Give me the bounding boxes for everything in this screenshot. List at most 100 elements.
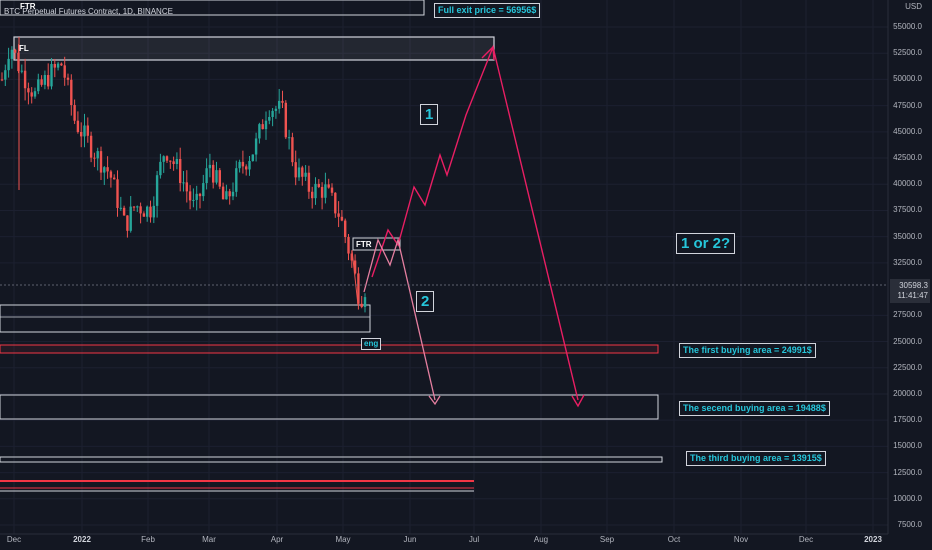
candle-body	[50, 64, 53, 87]
candle-body	[284, 102, 287, 138]
candle-body	[241, 161, 245, 167]
grid-lines	[0, 0, 888, 534]
time-tick: Jul	[468, 535, 480, 544]
candle-body	[245, 166, 248, 170]
candle-body	[274, 108, 278, 111]
ftr-top-zone	[0, 0, 425, 16]
candle-body	[320, 186, 324, 198]
candle-body	[159, 161, 162, 176]
candle-body	[251, 154, 254, 162]
candle-body	[208, 164, 212, 169]
candle-body	[106, 167, 109, 172]
candle-body	[264, 120, 268, 130]
candle-body	[175, 158, 179, 164]
candle-body	[136, 206, 139, 208]
candle-body	[152, 205, 155, 218]
price-tick: 40000.0	[893, 179, 922, 189]
time-tick: Sep	[599, 535, 615, 544]
candle-body	[360, 303, 363, 307]
fl-label: FL	[19, 44, 29, 53]
candle-body	[287, 137, 291, 139]
candle-body	[33, 91, 37, 97]
price-tick: 35000.0	[893, 231, 922, 241]
candle-body	[4, 70, 7, 80]
candle-body	[0, 79, 4, 81]
candle-body	[357, 273, 360, 304]
third-buying-label: The third buying area = 13915$	[686, 451, 826, 466]
candle-body	[162, 156, 165, 162]
candle-body	[205, 168, 208, 184]
candle-body	[66, 77, 70, 80]
second-buying-zone	[0, 394, 659, 420]
candle-body	[14, 49, 17, 53]
candle-body	[132, 206, 136, 208]
candle-body	[89, 135, 93, 158]
price-tick: 42500.0	[893, 153, 922, 163]
time-tick: Oct	[667, 535, 681, 544]
candle-body	[248, 161, 251, 170]
scenario-2-label: 2	[416, 291, 435, 312]
time-tick: Dec	[798, 535, 814, 544]
candle-body	[76, 120, 80, 132]
candle-body	[73, 105, 76, 121]
candle-body	[254, 138, 258, 155]
candle-body	[172, 161, 175, 164]
candle-body	[83, 125, 86, 137]
ftr-mid-zone	[352, 237, 401, 251]
candle-body	[139, 206, 142, 214]
exit-price-label: Full exit price = 56956$	[434, 3, 541, 18]
candle-body	[353, 260, 357, 274]
candle-body	[47, 75, 50, 87]
countdown-value: 11:41:47	[897, 291, 928, 300]
scenario-1-label: 1	[420, 104, 439, 125]
price-tick: 32500.0	[893, 257, 922, 267]
price-tick: 7500.0	[897, 520, 922, 529]
candle-body	[337, 213, 340, 217]
candle-body	[268, 116, 271, 121]
candle-body	[185, 182, 188, 192]
candle-body	[188, 191, 192, 201]
candle-body	[218, 170, 221, 187]
candle-body	[179, 158, 182, 184]
ftr-mid-label: FTR	[356, 240, 372, 249]
candle-body	[146, 206, 149, 217]
candle-body	[324, 184, 327, 198]
eng-label: eng	[361, 338, 382, 350]
candle-body	[215, 170, 218, 183]
price-tick: 22500.0	[893, 362, 922, 372]
candle-body	[350, 253, 353, 261]
candle-body	[37, 79, 40, 92]
candle-body	[165, 156, 169, 161]
candle-body	[347, 237, 350, 254]
scenario-1-path	[371, 44, 579, 401]
candle-body	[60, 63, 63, 66]
candle-body	[53, 64, 56, 68]
arrow-head-down-2	[428, 395, 441, 406]
candle-body	[23, 70, 27, 89]
candle-body	[198, 193, 202, 197]
candle-body	[225, 191, 228, 200]
candle-body	[63, 65, 66, 78]
candle-body	[80, 131, 83, 137]
candle-body	[70, 79, 73, 106]
price-tick: 50000.0	[893, 74, 922, 84]
first-buying-zone	[0, 344, 659, 354]
scenario-paths-layer	[363, 44, 585, 408]
candle-body	[10, 49, 14, 59]
candle-body	[129, 206, 132, 231]
candle-body	[20, 70, 23, 72]
candle-body	[294, 162, 297, 178]
time-tick: Apr	[270, 535, 284, 544]
candles-layer	[0, 37, 367, 313]
candle-body	[221, 186, 225, 200]
candle-wick	[351, 249, 359, 306]
ftr-top-label: FTR	[20, 2, 36, 11]
question-label: 1 or 2?	[676, 233, 736, 254]
arrow-head-down-1	[571, 394, 585, 408]
candle-body	[340, 216, 344, 221]
time-tick: Aug	[533, 535, 549, 544]
candle-body	[271, 110, 274, 117]
candle-body	[307, 172, 311, 192]
candle-body	[126, 215, 129, 231]
